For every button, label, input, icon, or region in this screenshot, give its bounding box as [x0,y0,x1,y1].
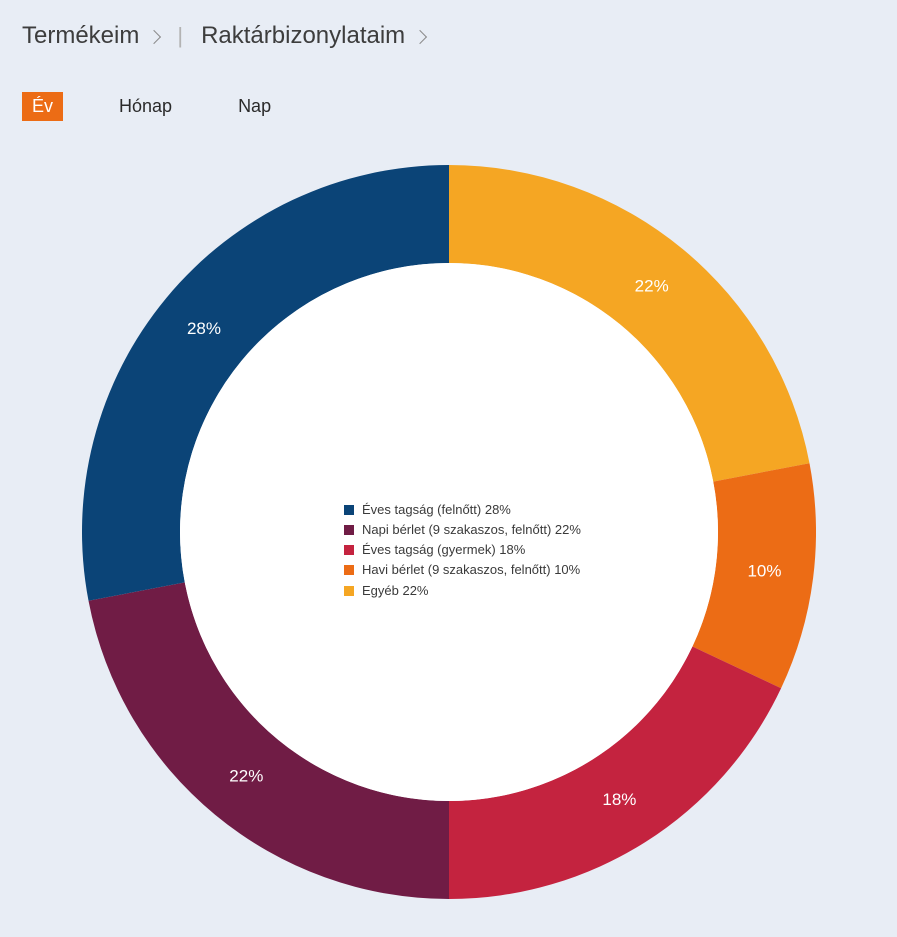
donut-slice-label-napi_berlet_9_felnott: 22% [229,767,263,786]
legend-label: Egyéb 22% [362,581,429,601]
breadcrumb-label: Termékeim [22,22,139,50]
legend-label: Havi bérlet (9 szakaszos, felnőtt) 10% [362,560,580,580]
chevron-right-icon [413,30,427,44]
legend-swatch [344,505,354,515]
chevron-right-icon [147,30,161,44]
legend-item-havi_berlet_9_felnott[interactable]: Havi bérlet (9 szakaszos, felnőtt) 10% [344,560,581,580]
donut-slice-label-havi_berlet_9_felnott: 10% [747,561,781,580]
legend-label: Napi bérlet (9 szakaszos, felnőtt) 22% [362,520,581,540]
legend-swatch [344,545,354,555]
chart-legend: Éves tagság (felnőtt) 28%Napi bérlet (9 … [344,500,581,601]
page-root: Termékeim | Raktárbizonylataim Év Hónap … [0,0,897,937]
legend-item-eves_tagsag_gyermek[interactable]: Éves tagság (gyermek) 18% [344,540,581,560]
legend-item-egyeb[interactable]: Egyéb 22% [344,581,581,601]
legend-item-napi_berlet_9_felnott[interactable]: Napi bérlet (9 szakaszos, felnőtt) 22% [344,520,581,540]
donut-slice-label-eves_tagsag_gyermek: 18% [602,790,636,809]
donut-slice-label-eves_tagsag_felnott: 28% [187,319,221,338]
tab-honap[interactable]: Hónap [109,92,182,121]
donut-slice-label-egyeb: 22% [635,276,669,295]
breadcrumb: Termékeim | Raktárbizonylataim [22,22,425,50]
breadcrumb-item-raktarbizonylataim[interactable]: Raktárbizonylataim [201,22,425,50]
breadcrumb-item-termekeim[interactable]: Termékeim [22,22,159,50]
breadcrumb-label: Raktárbizonylataim [201,22,405,50]
legend-swatch [344,586,354,596]
legend-swatch [344,565,354,575]
legend-label: Éves tagság (gyermek) 18% [362,540,525,560]
breadcrumb-separator: | [177,23,183,49]
legend-swatch [344,525,354,535]
tab-nap[interactable]: Nap [228,92,281,121]
legend-item-eves_tagsag_felnott[interactable]: Éves tagság (felnőtt) 28% [344,500,581,520]
time-granularity-tabs: Év Hónap Nap [22,92,281,121]
legend-label: Éves tagság (felnőtt) 28% [362,500,511,520]
tab-ev[interactable]: Év [22,92,63,121]
